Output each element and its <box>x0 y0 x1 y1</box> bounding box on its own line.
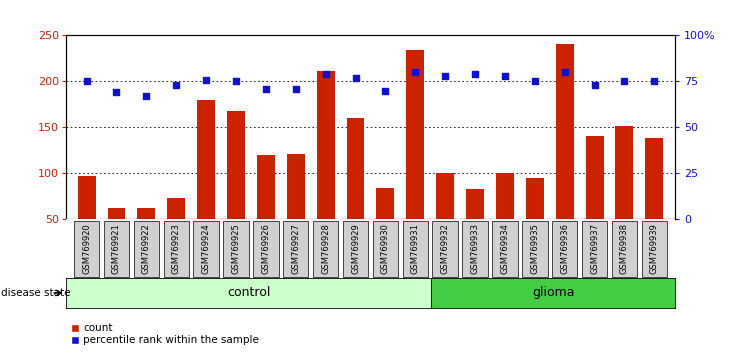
Bar <box>347 118 364 219</box>
Point <box>260 86 272 92</box>
Text: GSM769926: GSM769926 <box>261 223 270 274</box>
Bar <box>287 154 304 219</box>
Bar <box>107 209 126 219</box>
Point <box>380 88 391 93</box>
Bar <box>137 209 155 219</box>
Point <box>290 86 301 92</box>
Bar <box>496 172 514 219</box>
Point <box>648 79 660 84</box>
Text: GSM769938: GSM769938 <box>620 223 629 274</box>
Point <box>230 79 242 84</box>
Point <box>111 90 123 95</box>
FancyBboxPatch shape <box>403 221 428 277</box>
Text: GSM769923: GSM769923 <box>172 223 181 274</box>
FancyBboxPatch shape <box>313 221 338 277</box>
Bar <box>466 189 484 219</box>
Text: GSM769921: GSM769921 <box>112 223 121 274</box>
Bar <box>377 188 394 219</box>
Text: GSM769929: GSM769929 <box>351 223 360 274</box>
Text: GSM769934: GSM769934 <box>501 223 510 274</box>
Bar <box>615 126 634 219</box>
Point <box>141 93 153 99</box>
Bar <box>556 44 574 219</box>
FancyBboxPatch shape <box>74 221 99 277</box>
Bar <box>407 50 424 219</box>
Text: GSM769937: GSM769937 <box>590 223 599 274</box>
Point <box>320 71 331 77</box>
FancyBboxPatch shape <box>612 221 637 277</box>
FancyBboxPatch shape <box>522 221 548 277</box>
Point <box>170 82 182 88</box>
Point <box>559 69 571 75</box>
Text: GSM769925: GSM769925 <box>231 223 240 274</box>
Text: GSM769933: GSM769933 <box>471 223 480 274</box>
Bar <box>257 155 275 219</box>
Text: GSM769924: GSM769924 <box>201 223 211 274</box>
Point <box>529 79 541 84</box>
Point <box>439 73 451 79</box>
Text: GSM769927: GSM769927 <box>291 223 300 274</box>
Text: GSM769930: GSM769930 <box>381 223 390 274</box>
Point <box>410 69 421 75</box>
FancyBboxPatch shape <box>283 221 309 277</box>
Text: GSM769922: GSM769922 <box>142 223 151 274</box>
Bar <box>526 178 544 219</box>
Point <box>200 77 212 82</box>
Text: GSM769936: GSM769936 <box>560 223 569 274</box>
FancyBboxPatch shape <box>492 221 518 277</box>
Text: GSM769935: GSM769935 <box>530 223 539 274</box>
Bar <box>317 71 334 219</box>
Bar <box>227 111 245 219</box>
Text: control: control <box>227 286 270 299</box>
Point <box>81 79 93 84</box>
Legend: count, percentile rank within the sample: count, percentile rank within the sample <box>71 323 259 345</box>
Point <box>618 79 630 84</box>
Bar <box>197 100 215 219</box>
Point <box>350 75 361 81</box>
Text: GSM769932: GSM769932 <box>441 223 450 274</box>
FancyBboxPatch shape <box>552 221 577 277</box>
FancyBboxPatch shape <box>642 221 667 277</box>
FancyBboxPatch shape <box>343 221 368 277</box>
FancyBboxPatch shape <box>462 221 488 277</box>
Text: glioma: glioma <box>532 286 575 299</box>
Text: GSM769939: GSM769939 <box>650 223 659 274</box>
FancyBboxPatch shape <box>164 221 189 277</box>
FancyBboxPatch shape <box>134 221 159 277</box>
FancyBboxPatch shape <box>193 221 219 277</box>
Text: GSM769928: GSM769928 <box>321 223 330 274</box>
FancyBboxPatch shape <box>253 221 279 277</box>
Text: disease state: disease state <box>1 288 71 298</box>
FancyBboxPatch shape <box>432 221 458 277</box>
Point <box>469 71 481 77</box>
FancyBboxPatch shape <box>373 221 398 277</box>
Text: GSM769920: GSM769920 <box>82 223 91 274</box>
FancyBboxPatch shape <box>104 221 129 277</box>
Point <box>588 82 600 88</box>
Bar <box>585 136 604 219</box>
Text: GSM769931: GSM769931 <box>411 223 420 274</box>
FancyBboxPatch shape <box>582 221 607 277</box>
Bar <box>437 173 454 219</box>
FancyBboxPatch shape <box>223 221 249 277</box>
Bar <box>645 138 664 219</box>
Point <box>499 73 511 79</box>
Bar <box>77 176 96 219</box>
Bar <box>167 198 185 219</box>
